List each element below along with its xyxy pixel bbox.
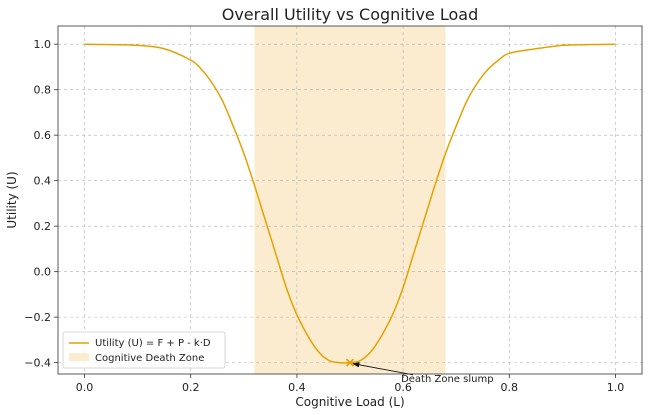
legend-box	[62, 331, 226, 369]
x-tick-label: 0.4	[288, 381, 306, 394]
annotation-marker	[345, 358, 355, 367]
x-ticks: 0.0 0.2 0.4 0.6 0.8 1.0	[76, 374, 624, 394]
y-tick-label: 0.2	[34, 220, 52, 233]
y-tick-label: 0.0	[34, 266, 52, 279]
x-tick-label: 1.0	[607, 381, 625, 394]
chart-title: Overall Utility vs Cognitive Load	[222, 5, 479, 24]
x-tick-label: 0.2	[182, 381, 200, 394]
y-tick-label: 1.0	[34, 38, 52, 51]
y-axis-label: Utility (U)	[5, 171, 19, 228]
annotation-arrow	[352, 362, 414, 376]
legend-zone-swatch	[69, 353, 89, 361]
legend-label-utility: Utility (U) = F + P - k·D	[95, 338, 211, 349]
y-tick-label: 0.6	[34, 129, 52, 142]
annotation-text: Death Zone slump	[401, 374, 493, 385]
plot-frame	[57, 25, 643, 375]
y-tick-label: −0.4	[24, 357, 51, 370]
y-ticks: −0.4 −0.2 0.0 0.2 0.4 0.6 0.8 1.0	[24, 38, 58, 370]
death-zone-region	[254, 26, 446, 374]
y-tick-label: 0.8	[34, 84, 52, 97]
x-axis-label: Cognitive Load (L)	[295, 395, 404, 409]
legend: Utility (U) = F + P - k·D Cognitive Deat…	[62, 331, 226, 369]
x-tick-label: 0.0	[76, 381, 94, 394]
legend-label-death-zone: Cognitive Death Zone	[95, 353, 204, 364]
x-tick-label: 0.6	[394, 381, 412, 394]
y-tick-label: −0.2	[24, 311, 51, 324]
y-tick-label: 0.4	[34, 175, 52, 188]
annotation: Death Zone slump	[345, 358, 494, 385]
x-tick-label: 0.8	[501, 381, 519, 394]
